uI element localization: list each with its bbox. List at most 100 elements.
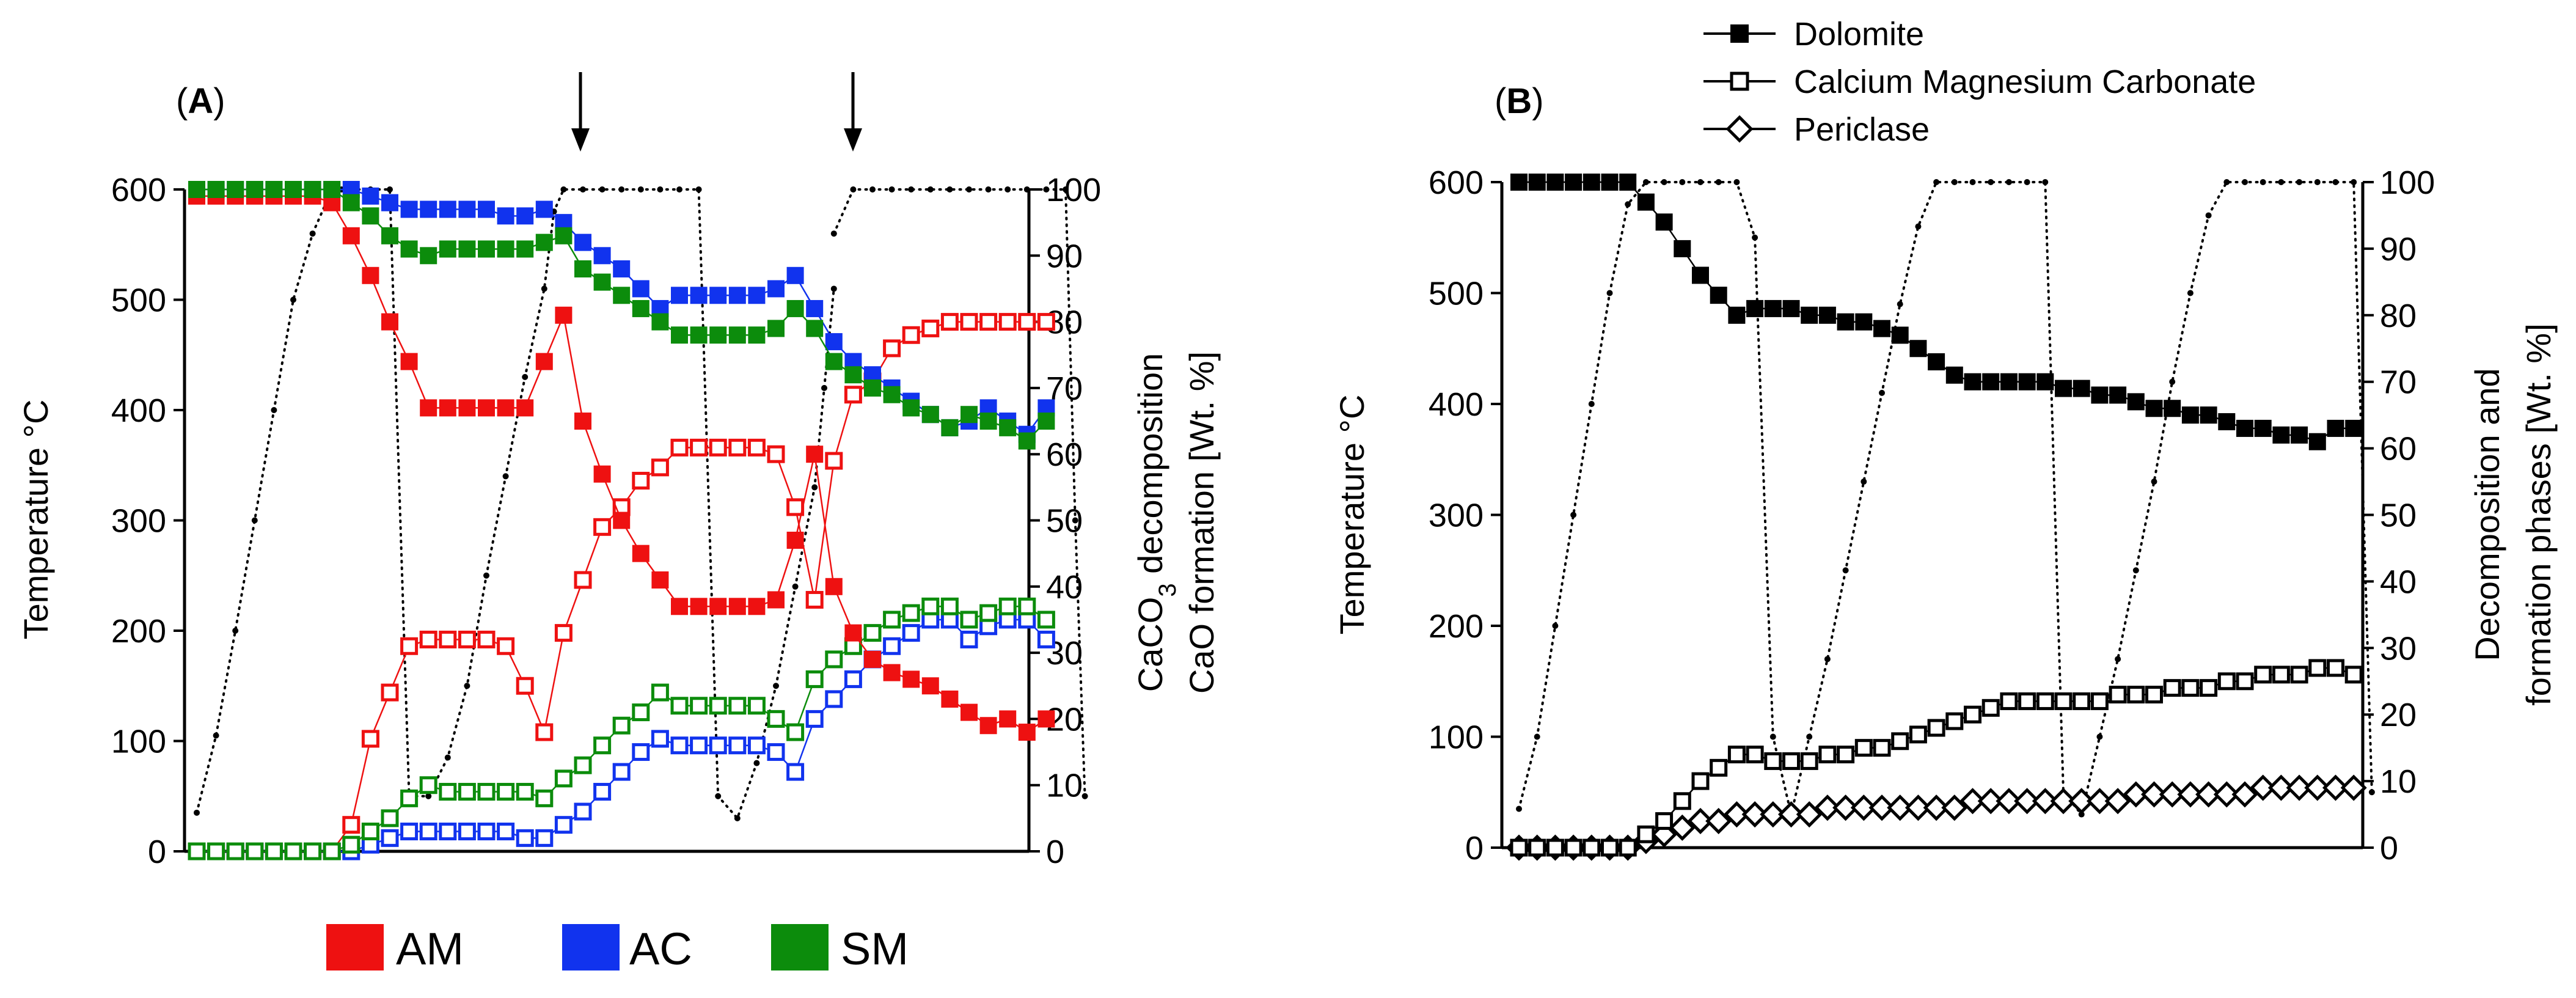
- panel-b-temperature-point: [1733, 179, 1740, 185]
- panel-a-sm-open-marker: [497, 783, 515, 801]
- panel-a-am-filled-marker: [535, 353, 553, 370]
- panel-a-ac-open-marker: [1037, 630, 1055, 648]
- panel-b-calcium-magnesium-carbonate-open-marker: [1546, 838, 1564, 857]
- panel-b-temperature-point: [2096, 733, 2103, 740]
- panel-a-am-open-marker: [651, 458, 669, 477]
- panel-a-sm-filled-marker: [902, 399, 920, 417]
- panel-a-sm-filled-marker: [574, 260, 591, 277]
- panel-a-sm-filled-marker: [593, 273, 611, 291]
- panel-a-ac-open-marker: [805, 710, 824, 728]
- panel-a-ac-filled-marker: [516, 207, 534, 225]
- panel-b-temperature-point: [2223, 179, 2230, 185]
- panel-a-temperature-point: [657, 186, 664, 193]
- panel-a-right-axis-title-line2: CaO formation [Wt. %]: [1182, 351, 1221, 694]
- panel-a-temperature-point: [869, 186, 876, 193]
- panel-b-periclase-diamond-marker: [2123, 781, 2150, 808]
- panel-b-right-tick-label: 70: [2380, 364, 2417, 401]
- panel-b-dolomite-filled-marker: [1818, 306, 1836, 324]
- panel-a-am-filled-marker: [844, 624, 862, 642]
- panel-b-left-tick-label: 200: [1429, 608, 1484, 645]
- panel-b-dolomite-filled-line: [1519, 181, 2354, 443]
- panel-a-sm-filled-marker: [883, 386, 901, 403]
- panel-a-sm-filled-marker: [304, 181, 321, 198]
- panel-b-periclase-diamond-marker: [2267, 774, 2294, 801]
- panel-a-am-open-marker: [998, 313, 1017, 331]
- panel-a-am-open-marker: [1018, 313, 1036, 331]
- panel-b-dolomite-filled-marker: [1855, 313, 1873, 331]
- panel-a-ac-filled-marker: [535, 200, 553, 218]
- panel-a-ac-filled-marker: [786, 266, 804, 284]
- panel-a-am-open-marker: [342, 816, 360, 834]
- panel-b-left-tick-label: 100: [1429, 719, 1484, 756]
- legend-label-am: AM: [396, 923, 464, 974]
- panel-b-calcium-magnesium-carbonate-open-marker: [2308, 659, 2327, 677]
- panel-a-am-open-marker: [728, 438, 747, 457]
- panel-b-calcium-magnesium-carbonate-open-marker: [1981, 699, 2000, 717]
- panel-a-ac-open-marker: [747, 736, 766, 755]
- panel-a-ac-filled-marker: [439, 200, 456, 218]
- panel-b-periclase-diamond-marker: [1777, 801, 1805, 828]
- legend-label-ac: AC: [629, 923, 692, 974]
- panel-a-sm-filled-marker: [806, 320, 824, 337]
- panel-a-ac-filled-marker: [458, 200, 476, 218]
- panel-b-dolomite-filled-marker: [1674, 240, 1691, 257]
- panel-a-ac-filled-marker: [497, 207, 514, 225]
- panel-b-dolomite-filled-marker: [2000, 373, 2018, 391]
- panel-b-periclase-diamond-marker: [1723, 801, 1750, 828]
- panel-a-temperature-point: [715, 793, 722, 799]
- panel-a-am-open-marker: [940, 313, 959, 331]
- panel-a-am-filled-marker: [748, 598, 766, 615]
- panel-b-periclase-diamond-marker: [1687, 807, 1714, 834]
- panel-b-calcium-magnesium-carbonate-open-marker: [1945, 712, 1964, 730]
- panel-a-ac-filled-marker: [767, 280, 785, 298]
- panel-b-dolomite-filled-marker: [2091, 386, 2109, 404]
- panel-b-calcium-magnesium-carbonate-open-marker: [1927, 719, 1945, 737]
- panel-a-am-open-marker: [477, 630, 496, 648]
- panel-a-ac-open-marker: [439, 823, 457, 841]
- panel-a-ac-open-marker: [728, 736, 747, 755]
- panel-a-temperature-point: [821, 384, 827, 391]
- panel-b-periclase-diamond-marker: [1832, 794, 1859, 821]
- panel-b-temperature-point: [2024, 179, 2030, 185]
- panel-b-temperature-point: [1969, 179, 1976, 185]
- panel-a-sm-filled-marker: [844, 366, 862, 384]
- panel-a-ac-open-marker: [458, 823, 476, 841]
- panel-a-ac-open-line: [197, 618, 1047, 853]
- panel-a-sm-open-marker: [419, 776, 437, 794]
- panel-b-dolomite-filled-marker: [2018, 373, 2036, 391]
- legend-swatch-ac: [562, 924, 620, 970]
- panel-a-sm-open-marker: [342, 835, 360, 854]
- panel-b-dolomite-filled-marker: [1655, 213, 1673, 231]
- panel-b-left-tick-label: 500: [1429, 276, 1484, 312]
- panel-a-ac-open-marker: [786, 763, 805, 781]
- panel-b-temperature-point: [1534, 733, 1540, 740]
- panel-b-temperature-point: [1570, 512, 1577, 518]
- panel-b-temperature-point: [1861, 479, 1867, 485]
- panel-a-temperature-point: [676, 186, 682, 193]
- panel-b-periclase-diamond-marker: [2140, 781, 2168, 808]
- panel-a-right-tick-label: 90: [1046, 238, 1083, 274]
- panel-b-left-tick-label: 600: [1429, 164, 1484, 201]
- panel-b-dolomite-filled-marker: [2345, 419, 2363, 437]
- panel-a-am-open-marker: [767, 445, 785, 463]
- panel-b-calcium-magnesium-carbonate-open-marker: [1854, 739, 1873, 757]
- panel-b-temperature-point: [1933, 179, 1940, 185]
- panel-b-data-series: [1506, 174, 2367, 861]
- panel-a-sm-open-marker: [998, 597, 1017, 615]
- panel-b-dolomite-filled-marker: [1837, 313, 1854, 331]
- panel-a-sm-filled-marker: [613, 287, 631, 304]
- panel-b-left-tick-label: 0: [1465, 830, 1484, 867]
- panel-b-right-tick-label: 90: [2380, 231, 2417, 268]
- panel-b-temperature-point: [1951, 179, 1958, 185]
- panel-a-sm-open-marker: [747, 697, 766, 715]
- panel-a-sm-open-marker: [651, 683, 669, 702]
- panel-b-dolomite-filled-marker: [1546, 174, 1564, 191]
- legend-b-marker-dolomite: [1730, 24, 1749, 43]
- panel-b-periclase-diamond-marker: [2322, 774, 2349, 801]
- panel-b-dolomite-filled-marker: [1710, 287, 1727, 304]
- panel-a-am-filled-marker: [613, 512, 631, 529]
- panel-a-left-tick-label: 300: [111, 503, 166, 540]
- panel-a-temperature-point: [309, 230, 316, 237]
- panel-b-temperature-point: [2005, 179, 2012, 185]
